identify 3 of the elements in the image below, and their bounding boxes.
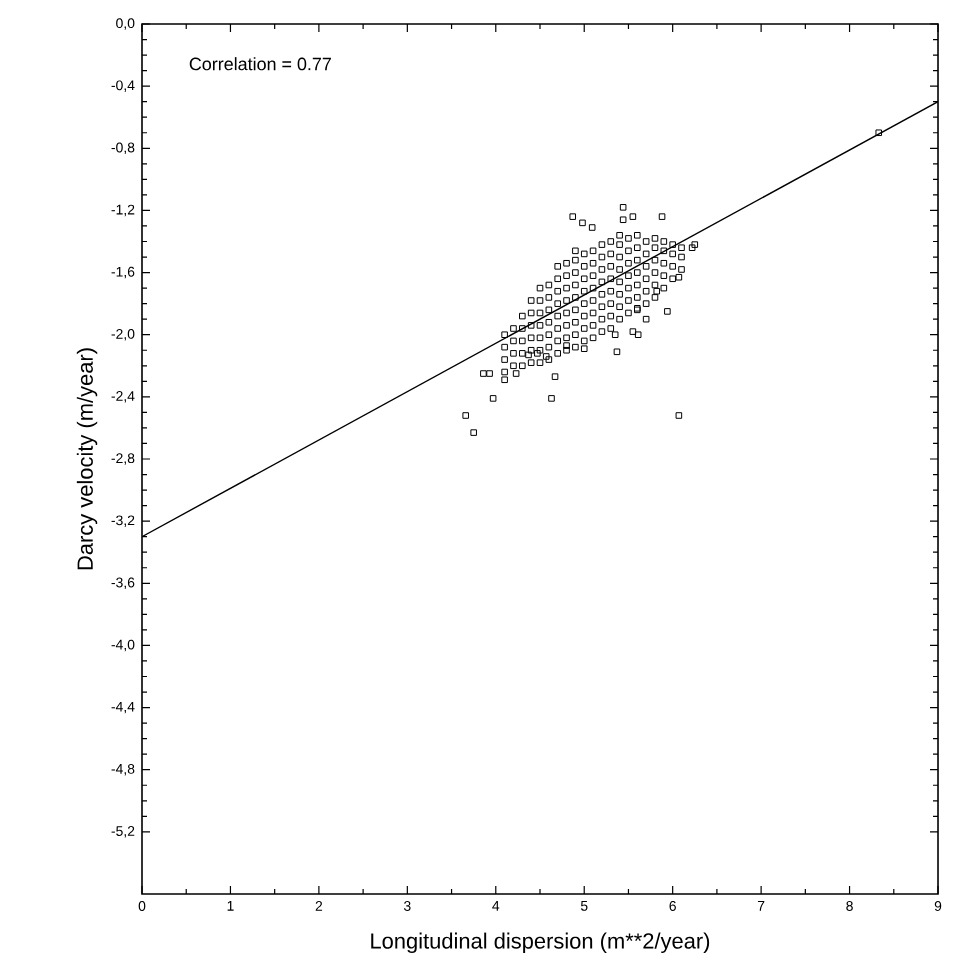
- x-axis-title: Longitudinal dispersion (m**2/year): [371, 932, 710, 954]
- y-axis-title: Darcy velocity (m/year): [76, 348, 98, 570]
- annotation: Correlation = 0.77: [189, 57, 331, 71]
